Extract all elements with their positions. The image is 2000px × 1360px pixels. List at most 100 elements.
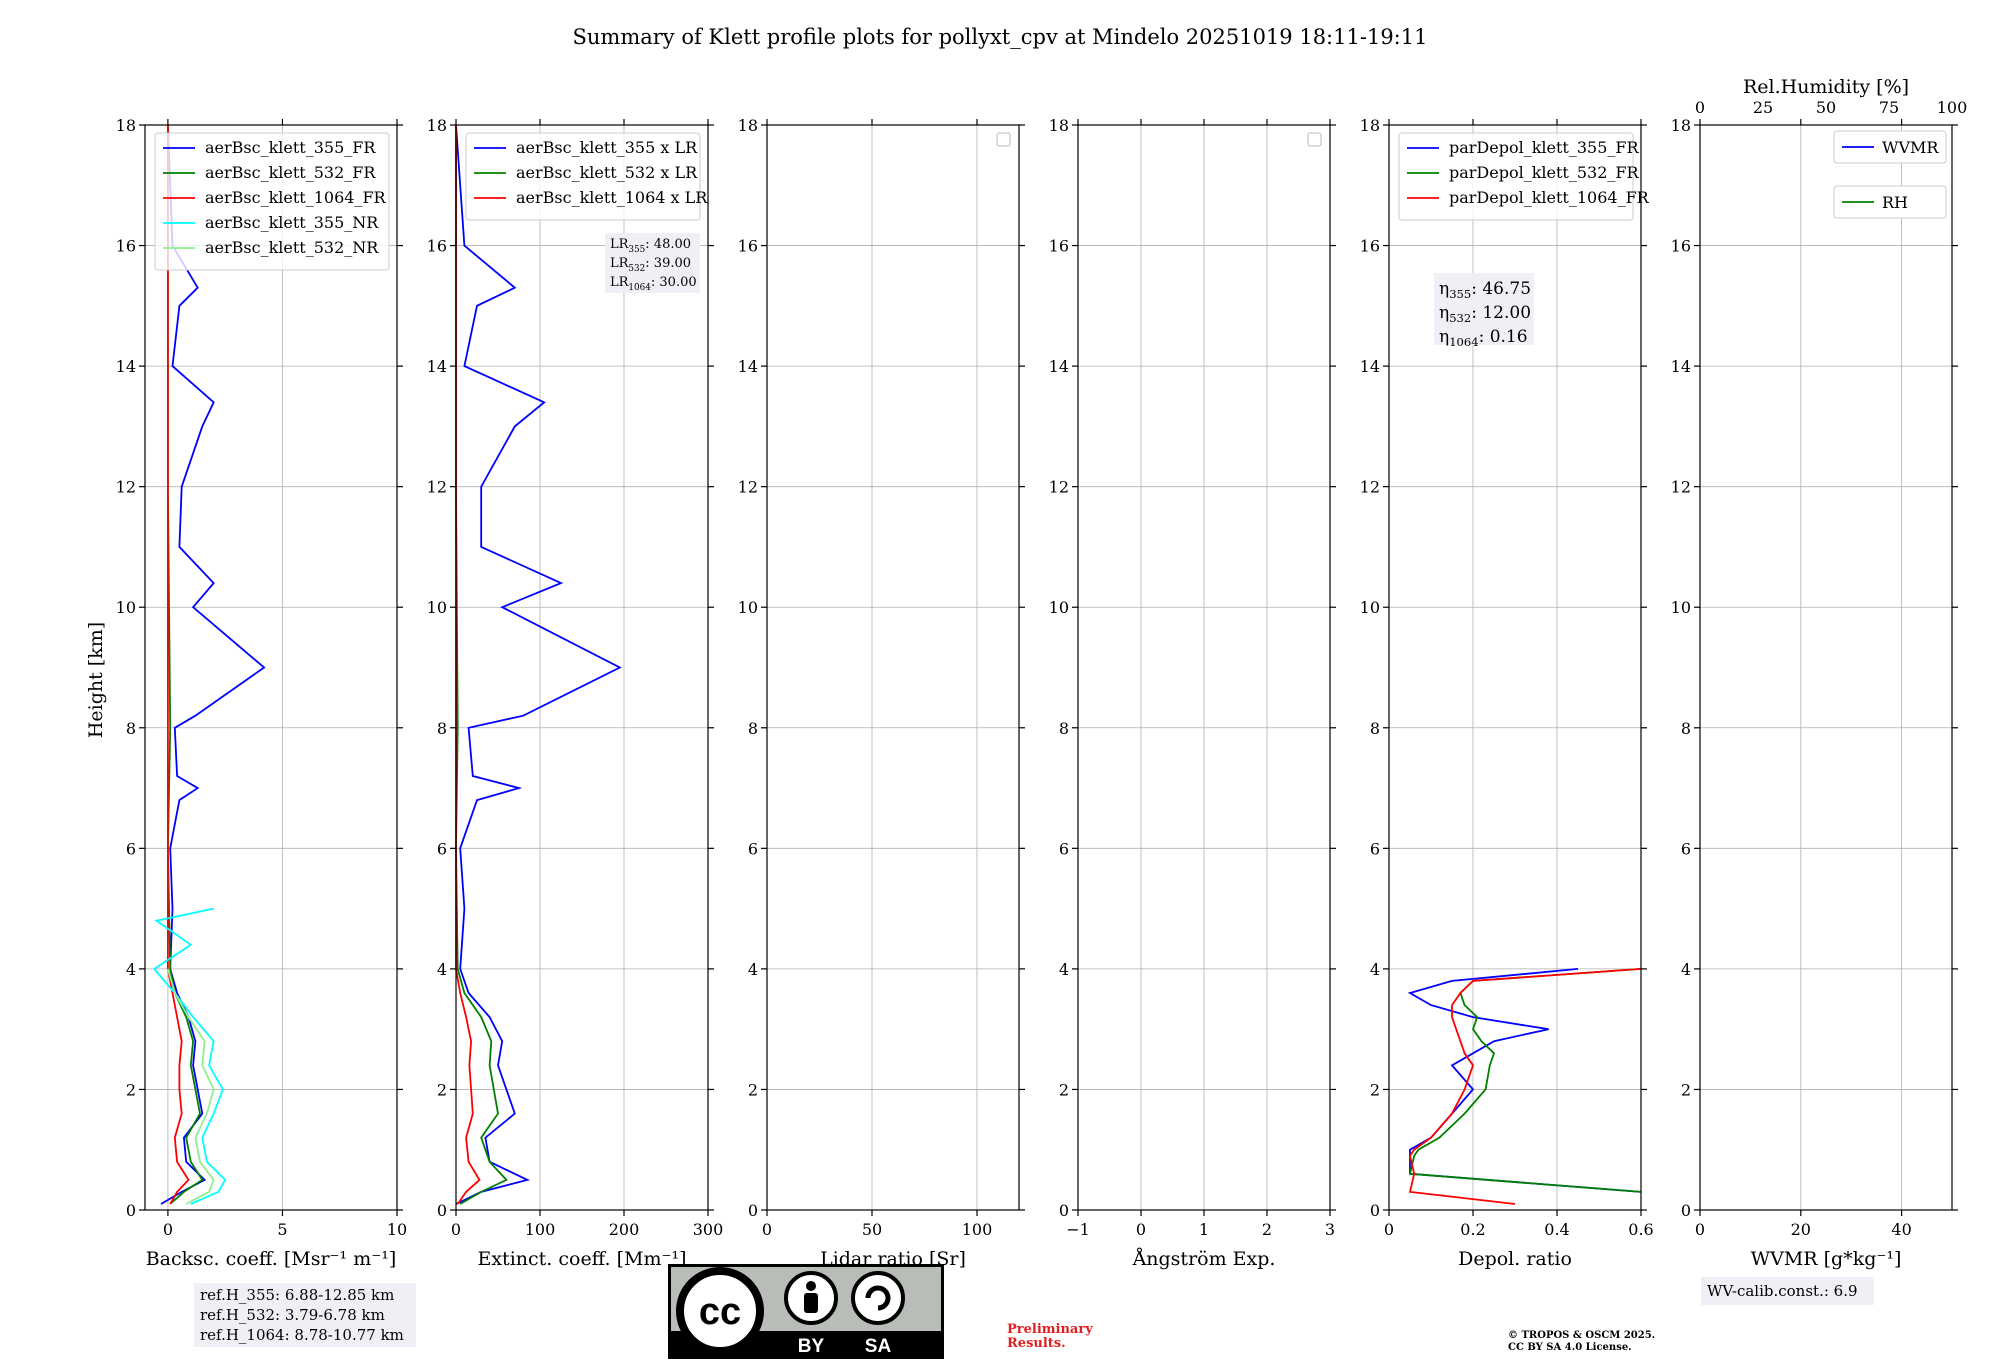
y-tick-label: 4: [1370, 960, 1380, 979]
x-tick-label: 0: [762, 1220, 772, 1239]
preliminary-note: Preliminary Results.: [1007, 1323, 1093, 1351]
by-icon-body: [804, 1293, 818, 1313]
y-tick-label: 10: [116, 598, 136, 617]
y-tick-label: 4: [437, 960, 447, 979]
x-axis-label: Backsc. coeff. [Msr⁻¹ m⁻¹]: [146, 1248, 397, 1270]
y-tick-label: 4: [748, 960, 758, 979]
calibration-box: [1434, 273, 1534, 345]
y-tick-label: 2: [437, 1080, 447, 1099]
y-tick-label: 16: [1049, 237, 1069, 256]
series-line-parDepol_klett_532_FR: [1408, 968, 1642, 1193]
x-tick-label: 1: [1199, 1220, 1209, 1239]
x-tick-label: 20: [1791, 1220, 1811, 1239]
y-tick-label: 10: [1049, 598, 1069, 617]
legend-label: aerBsc_klett_1064 x LR: [516, 188, 708, 207]
preliminary-line-1: Preliminary: [1007, 1322, 1093, 1337]
y-tick-label: 18: [738, 116, 758, 135]
legend-label: WVMR: [1882, 138, 1939, 157]
series-line-parDepol_klett_1064_FR: [1408, 968, 1642, 1205]
top-x-tick-label: 75: [1879, 98, 1899, 117]
series-line-aerBsc_klett_355_FR: [160, 124, 266, 1205]
sa-icon-arrow: [865, 1285, 891, 1311]
plot-frame: [1388, 124, 1642, 1211]
x-tick-label: 0.2: [1460, 1220, 1485, 1239]
y-tick-label: 2: [1681, 1080, 1691, 1099]
series-line-aerBsc_klett_532_NR: [167, 968, 215, 1205]
by-text: BY: [798, 1336, 825, 1357]
y-tick-label: 10: [1671, 598, 1691, 617]
panel-depol: 0 2 4 6 8 10 12 14 16 18 0 0.2 0.4 0.6 Depol. ratio par…: [1360, 116, 1654, 1270]
y-tick-label: 16: [738, 237, 758, 256]
calibration-value: η532: 12.00: [1439, 303, 1531, 325]
y-tick-label: 12: [427, 478, 447, 497]
x-tick-label: 0.6: [1628, 1220, 1653, 1239]
y-tick-label: 6: [437, 839, 447, 858]
series-line-parDepol_klett_355_FR: [1407, 968, 1642, 1193]
lidar-ratio-value: LR532: 39.00: [610, 256, 691, 274]
copyright-note: © TROPOS & OSCM 2025. CC BY SA 4.0 Licen…: [1508, 1330, 1655, 1354]
empty-legend-box: [1307, 132, 1322, 147]
x-axis-label: WVMR [g*kg⁻¹]: [1751, 1248, 1902, 1270]
x-tick-label: 0: [1695, 1220, 1705, 1239]
legend-label: aerBsc_klett_355_FR: [205, 138, 376, 157]
y-tick-label: 16: [1360, 237, 1380, 256]
plot-frame: [766, 124, 1020, 1211]
series-line-aerBsc_klett_1064_FR: [166, 125, 190, 1205]
copyright-line-2: CC BY SA 4.0 License.: [1508, 1342, 1632, 1353]
x-tick-label: 50: [862, 1220, 882, 1239]
x-axis-label: Depol. ratio: [1458, 1248, 1572, 1270]
by-icon-head: [806, 1281, 816, 1291]
legend-label: parDepol_klett_355_FR: [1449, 138, 1640, 157]
legend-label: aerBsc_klett_532_NR: [205, 238, 379, 257]
y-tick-label: 0: [1681, 1201, 1691, 1220]
x-tick-label: −1: [1066, 1220, 1090, 1239]
series-line-aerBsc_klett_1064 x LR: [455, 125, 481, 1205]
calibration-value: η355: 46.75: [1439, 279, 1531, 301]
lidar-ratio-value: LR1064: 30.00: [610, 275, 697, 293]
legend-label: aerBsc_klett_1064_FR: [205, 188, 387, 207]
x-tick-label: 5: [277, 1220, 287, 1239]
y-tick-label: 16: [1671, 237, 1691, 256]
legend-label: aerBsc_klett_355 x LR: [516, 138, 698, 157]
y-tick-label: 8: [748, 719, 758, 738]
y-tick-label: 12: [738, 478, 758, 497]
y-tick-label: 8: [1059, 719, 1069, 738]
x-tick-label: 200: [609, 1220, 640, 1239]
sa-icon: [851, 1271, 905, 1325]
x-tick-label: 100: [962, 1220, 993, 1239]
ref-height-1064: ref.H_1064: 8.78-10.77 km: [200, 1326, 404, 1344]
y-tick-label: 14: [1671, 357, 1691, 376]
sa-text: SA: [865, 1336, 892, 1357]
legend-box: [1398, 132, 1634, 221]
x-tick-label: 0: [163, 1220, 173, 1239]
y-tick-label: 2: [126, 1080, 136, 1099]
y-tick-label: 16: [116, 237, 136, 256]
lidar-ratio-box: [605, 233, 700, 293]
y-tick-label: 8: [1370, 719, 1380, 738]
y-tick-label: 8: [126, 719, 136, 738]
wv-calibration-box: WV-calib.const.: 6.9: [1701, 1277, 1874, 1305]
y-tick-label: 8: [437, 719, 447, 738]
plot-frame: [1699, 124, 1953, 1211]
panel-extinction: 0 2 4 6 8 10 12 14 16 18 0 100 200 300 Extinct. coeff.…: [427, 116, 724, 1270]
x-tick-label: 300: [693, 1220, 724, 1239]
x-tick-label: 3: [1325, 1220, 1335, 1239]
preliminary-line-2: Results.: [1007, 1336, 1066, 1351]
x-tick-label: 0.4: [1544, 1220, 1569, 1239]
x-tick-label: 10: [387, 1220, 407, 1239]
y-tick-label: 16: [427, 237, 447, 256]
lidar-ratio-value: LR355: 48.00: [610, 237, 691, 255]
calibration-value: η1064: 0.16: [1439, 327, 1528, 349]
x-tick-label: 40: [1891, 1220, 1911, 1239]
legend-label: aerBsc_klett_355_NR: [205, 213, 379, 232]
y-tick-label: 4: [1059, 960, 1069, 979]
series-line-aerBsc_klett_532 x LR: [455, 125, 508, 1205]
y-tick-label: 10: [1360, 598, 1380, 617]
ref-height-532: ref.H_532: 3.79-6.78 km: [200, 1306, 385, 1324]
empty-legend-box: [996, 132, 1011, 147]
y-tick-label: 10: [427, 598, 447, 617]
cc-text: cc: [699, 1291, 741, 1333]
y-tick-label: 2: [1059, 1080, 1069, 1099]
